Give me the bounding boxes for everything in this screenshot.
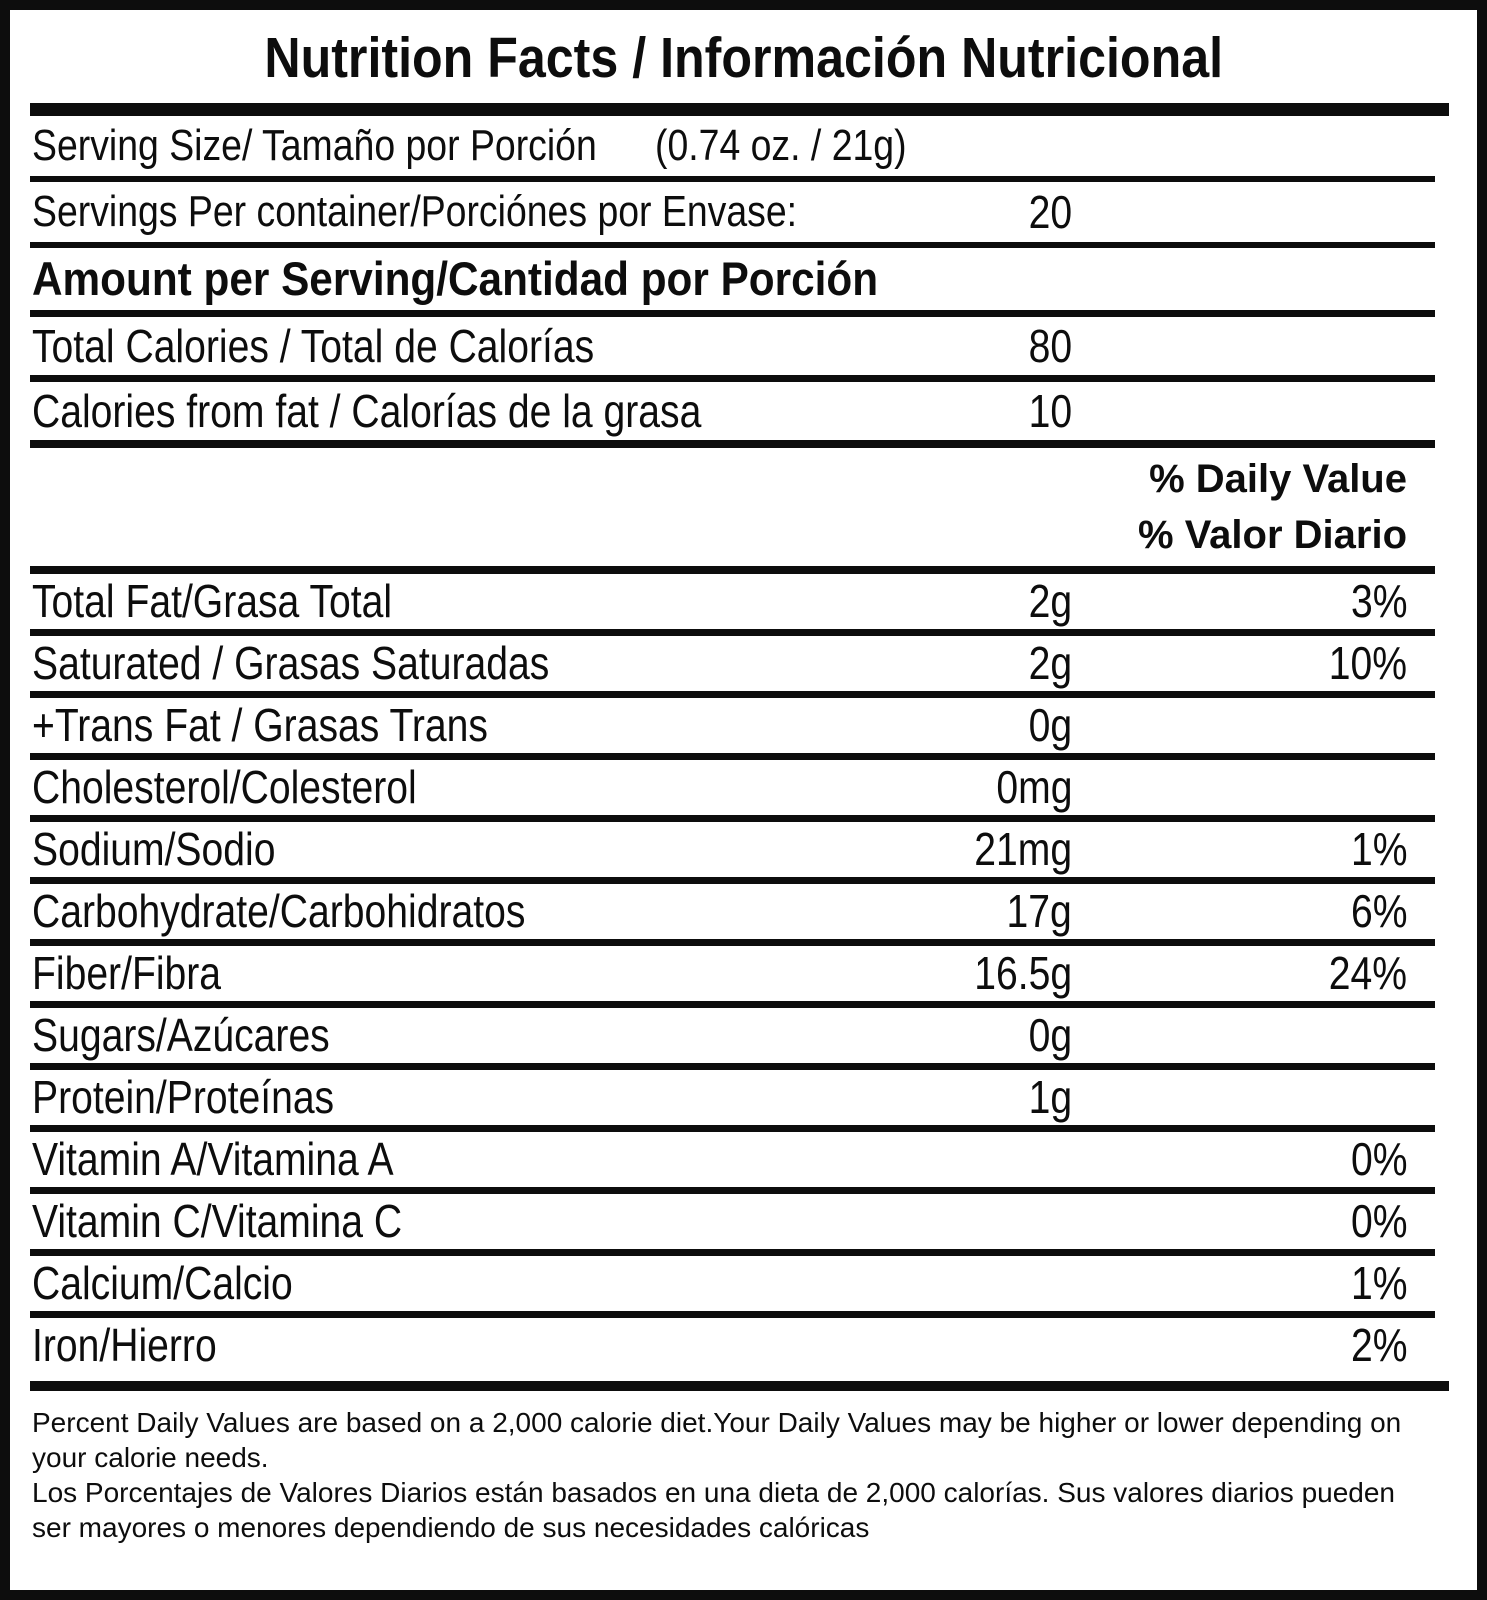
- footnote-en: Percent Daily Values are based on a 2,00…: [32, 1407, 1402, 1473]
- nutrient-row-total-fat: Total Fat/Grasa Total 2g 3%: [10, 574, 1477, 629]
- daily-value-header-es: % Valor Diario: [1138, 513, 1407, 557]
- divider: [30, 815, 1435, 822]
- servings-per-container-value: 20: [1028, 186, 1072, 238]
- calories-from-fat-label: Calories from fat / Calorías de la grasa: [32, 385, 702, 437]
- calories-from-fat-row: Calories from fat / Calorías de la grasa…: [10, 382, 1477, 440]
- nutrient-label: Fiber/Fibra: [32, 947, 222, 999]
- divider: [30, 691, 1435, 698]
- nutrient-dv: 0%: [1350, 1133, 1407, 1185]
- nutrient-row-iron: Iron/Hierro 2%: [10, 1318, 1477, 1373]
- servings-per-container-row: Servings Per container/Porciónes por Env…: [10, 182, 1477, 242]
- nutrient-dv: 24%: [1328, 947, 1407, 999]
- nutrient-row-cholesterol: Cholesterol/Colesterol 0mg: [10, 760, 1477, 815]
- nutrient-row-sodium: Sodium/Sodio 21mg 1%: [10, 822, 1477, 877]
- amount-per-serving-header-row: Amount per Serving/Cantidad por Porción: [10, 248, 1477, 310]
- divider: [30, 176, 1435, 182]
- nutrient-row-vitamin-a: Vitamin A/Vitamina A 0%: [10, 1132, 1477, 1187]
- nutrient-row-saturated-fat: Saturated / Grasas Saturadas 2g 10%: [10, 636, 1477, 691]
- nutrient-label: Total Fat/Grasa Total: [32, 575, 393, 627]
- nutrient-label: +Trans Fat / Grasas Trans: [32, 699, 488, 751]
- serving-size-value: (0.74 oz. / 21g): [655, 121, 907, 170]
- nutrient-label: Sugars/Azúcares: [32, 1009, 330, 1061]
- divider: [30, 440, 1435, 448]
- divider: [30, 1001, 1435, 1008]
- divider: [30, 375, 1435, 382]
- nutrient-amount: 2g: [1028, 575, 1072, 627]
- nutrient-amount: 17g: [1006, 885, 1072, 937]
- serving-size-row: Serving Size/ Tamaño por Porción (0.74 o…: [10, 116, 1477, 176]
- divider: [30, 877, 1435, 884]
- divider: [30, 753, 1435, 760]
- daily-value-header-block: % Daily Value % Valor Diario: [10, 448, 1477, 566]
- nutrient-label: Cholesterol/Colesterol: [32, 761, 417, 813]
- divider: [30, 566, 1435, 574]
- nutrient-row-fiber: Fiber/Fibra 16.5g 24%: [10, 946, 1477, 1001]
- nutrient-amount: 0g: [1028, 699, 1072, 751]
- nutrient-label: Vitamin C/Vitamina C: [32, 1195, 403, 1247]
- divider: [30, 1063, 1435, 1070]
- nutrient-amount: 21mg: [974, 823, 1072, 875]
- title-section-bar: [30, 103, 1449, 116]
- calories-from-fat-value: 10: [1028, 385, 1072, 437]
- nutrient-amount: 1g: [1028, 1071, 1072, 1123]
- nutrient-row-vitamin-c: Vitamin C/Vitamina C 0%: [10, 1194, 1477, 1249]
- footnote-section-bar: [30, 1381, 1449, 1391]
- footnote-es: Los Porcentajes de Valores Diarios están…: [32, 1477, 1396, 1543]
- divider: [30, 1125, 1435, 1132]
- nutrient-dv: 2%: [1350, 1319, 1407, 1371]
- nutrient-row-calcium: Calcium/Calcio 1%: [10, 1256, 1477, 1311]
- nutrient-amount: 0mg: [995, 761, 1072, 813]
- nutrient-amount: 0g: [1028, 1009, 1072, 1061]
- nutrient-dv: 3%: [1350, 575, 1407, 627]
- total-calories-label: Total Calories / Total de Calorías: [32, 320, 595, 372]
- servings-per-container-label: Servings Per container/Porciónes por Env…: [32, 187, 798, 236]
- serving-size-label: Serving Size/ Tamaño por Porción: [32, 121, 597, 170]
- nutrient-label: Saturated / Grasas Saturadas: [32, 637, 550, 689]
- nutrient-dv: 10%: [1328, 637, 1407, 689]
- divider: [30, 242, 1435, 248]
- nutrient-label: Carbohydrate/Carbohidratos: [32, 885, 526, 937]
- daily-value-header-en: % Daily Value: [1149, 457, 1407, 501]
- divider: [30, 310, 1435, 317]
- nutrient-dv: 1%: [1350, 823, 1407, 875]
- nutrient-dv: 1%: [1350, 1257, 1407, 1309]
- nutrient-label: Protein/Proteínas: [32, 1071, 335, 1123]
- nutrient-label: Vitamin A/Vitamina A: [32, 1133, 394, 1185]
- nutrient-dv: 6%: [1350, 885, 1407, 937]
- page-title: Nutrition Facts / Información Nutriciona…: [264, 26, 1223, 90]
- nutrient-label: Calcium/Calcio: [32, 1257, 293, 1309]
- divider: [30, 939, 1435, 946]
- total-calories-value: 80: [1028, 320, 1072, 372]
- divider: [30, 1311, 1435, 1318]
- nutrient-amount: 16.5g: [974, 947, 1072, 999]
- divider: [30, 629, 1435, 636]
- footnotes: Percent Daily Values are based on a 2,00…: [32, 1405, 1433, 1545]
- nutrient-dv: 0%: [1350, 1195, 1407, 1247]
- nutrient-row-protein: Protein/Proteínas 1g: [10, 1070, 1477, 1125]
- nutrient-row-sugars: Sugars/Azúcares 0g: [10, 1008, 1477, 1063]
- total-calories-row: Total Calories / Total de Calorías 80: [10, 317, 1477, 375]
- nutrient-row-trans-fat: +Trans Fat / Grasas Trans 0g: [10, 698, 1477, 753]
- divider: [30, 1187, 1435, 1194]
- nutrient-label: Sodium/Sodio: [32, 823, 276, 875]
- nutrient-row-carbohydrate: Carbohydrate/Carbohidratos 17g 6%: [10, 884, 1477, 939]
- title-row: Nutrition Facts / Información Nutriciona…: [10, 10, 1477, 103]
- divider: [30, 1249, 1435, 1256]
- nutrient-label: Iron/Hierro: [32, 1319, 217, 1371]
- nutrient-amount: 2g: [1028, 637, 1072, 689]
- amount-per-serving-header: Amount per Serving/Cantidad por Porción: [32, 252, 879, 305]
